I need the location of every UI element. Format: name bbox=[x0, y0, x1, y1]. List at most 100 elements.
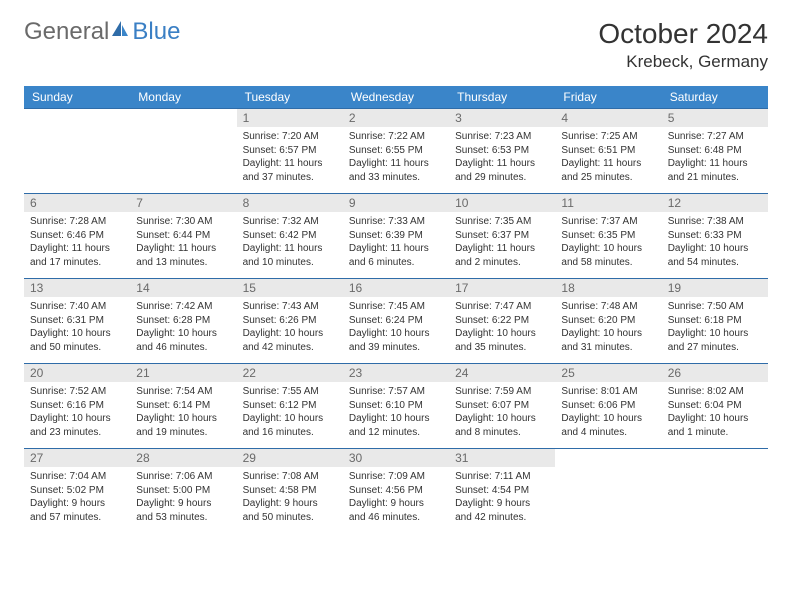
day-details: Sunrise: 7:59 AMSunset: 6:07 PMDaylight:… bbox=[449, 382, 555, 443]
day-details: Sunrise: 7:09 AMSunset: 4:56 PMDaylight:… bbox=[343, 467, 449, 528]
day-number: 2 bbox=[343, 109, 449, 127]
day-number: 30 bbox=[343, 449, 449, 467]
brand-part1: General bbox=[24, 18, 109, 46]
day-number: 9 bbox=[343, 194, 449, 212]
day-details: Sunrise: 8:02 AMSunset: 6:04 PMDaylight:… bbox=[662, 382, 768, 443]
calendar-week-row: 27Sunrise: 7:04 AMSunset: 5:02 PMDayligh… bbox=[24, 449, 768, 534]
calendar-day-cell: 18Sunrise: 7:48 AMSunset: 6:20 PMDayligh… bbox=[555, 279, 661, 364]
day-details: Sunrise: 7:33 AMSunset: 6:39 PMDaylight:… bbox=[343, 212, 449, 273]
day-details: Sunrise: 7:52 AMSunset: 6:16 PMDaylight:… bbox=[24, 382, 130, 443]
day-details: Sunrise: 7:30 AMSunset: 6:44 PMDaylight:… bbox=[130, 212, 236, 273]
day-details: Sunrise: 7:42 AMSunset: 6:28 PMDaylight:… bbox=[130, 297, 236, 358]
day-details: Sunrise: 7:50 AMSunset: 6:18 PMDaylight:… bbox=[662, 297, 768, 358]
day-number: 15 bbox=[237, 279, 343, 297]
calendar-week-row: 6Sunrise: 7:28 AMSunset: 6:46 PMDaylight… bbox=[24, 194, 768, 279]
calendar-day-cell: 25Sunrise: 8:01 AMSunset: 6:06 PMDayligh… bbox=[555, 364, 661, 449]
day-details: Sunrise: 7:22 AMSunset: 6:55 PMDaylight:… bbox=[343, 127, 449, 188]
day-number: 28 bbox=[130, 449, 236, 467]
calendar-day-cell: 20Sunrise: 7:52 AMSunset: 6:16 PMDayligh… bbox=[24, 364, 130, 449]
day-details: Sunrise: 7:55 AMSunset: 6:12 PMDaylight:… bbox=[237, 382, 343, 443]
day-details: Sunrise: 7:35 AMSunset: 6:37 PMDaylight:… bbox=[449, 212, 555, 273]
day-number: 6 bbox=[24, 194, 130, 212]
calendar-day-cell: 8Sunrise: 7:32 AMSunset: 6:42 PMDaylight… bbox=[237, 194, 343, 279]
calendar-day-cell: 21Sunrise: 7:54 AMSunset: 6:14 PMDayligh… bbox=[130, 364, 236, 449]
day-number: 21 bbox=[130, 364, 236, 382]
day-number: 23 bbox=[343, 364, 449, 382]
calendar-day-cell: 16Sunrise: 7:45 AMSunset: 6:24 PMDayligh… bbox=[343, 279, 449, 364]
day-details: Sunrise: 7:08 AMSunset: 4:58 PMDaylight:… bbox=[237, 467, 343, 528]
location: Krebeck, Germany bbox=[598, 52, 768, 72]
calendar-body: ....1Sunrise: 7:20 AMSunset: 6:57 PMDayl… bbox=[24, 109, 768, 534]
day-details: Sunrise: 7:06 AMSunset: 5:00 PMDaylight:… bbox=[130, 467, 236, 528]
day-details: Sunrise: 7:54 AMSunset: 6:14 PMDaylight:… bbox=[130, 382, 236, 443]
calendar-day-cell: .. bbox=[555, 449, 661, 534]
calendar-day-cell: 13Sunrise: 7:40 AMSunset: 6:31 PMDayligh… bbox=[24, 279, 130, 364]
day-number: 22 bbox=[237, 364, 343, 382]
header: General Blue October 2024 Krebeck, Germa… bbox=[24, 18, 768, 72]
day-details: Sunrise: 7:32 AMSunset: 6:42 PMDaylight:… bbox=[237, 212, 343, 273]
day-details: Sunrise: 7:48 AMSunset: 6:20 PMDaylight:… bbox=[555, 297, 661, 358]
calendar-day-cell: 14Sunrise: 7:42 AMSunset: 6:28 PMDayligh… bbox=[130, 279, 236, 364]
day-details: Sunrise: 8:01 AMSunset: 6:06 PMDaylight:… bbox=[555, 382, 661, 443]
calendar-day-cell: 10Sunrise: 7:35 AMSunset: 6:37 PMDayligh… bbox=[449, 194, 555, 279]
day-details: Sunrise: 7:47 AMSunset: 6:22 PMDaylight:… bbox=[449, 297, 555, 358]
calendar-day-cell: .. bbox=[130, 109, 236, 194]
day-number: 7 bbox=[130, 194, 236, 212]
day-number: 1 bbox=[237, 109, 343, 127]
calendar-day-cell: 29Sunrise: 7:08 AMSunset: 4:58 PMDayligh… bbox=[237, 449, 343, 534]
sail-icon bbox=[110, 18, 130, 46]
calendar-week-row: ....1Sunrise: 7:20 AMSunset: 6:57 PMDayl… bbox=[24, 109, 768, 194]
day-details: Sunrise: 7:25 AMSunset: 6:51 PMDaylight:… bbox=[555, 127, 661, 188]
day-number: 5 bbox=[662, 109, 768, 127]
day-details: Sunrise: 7:28 AMSunset: 6:46 PMDaylight:… bbox=[24, 212, 130, 273]
day-number: 13 bbox=[24, 279, 130, 297]
day-number: 3 bbox=[449, 109, 555, 127]
calendar-day-cell: 19Sunrise: 7:50 AMSunset: 6:18 PMDayligh… bbox=[662, 279, 768, 364]
calendar-day-cell: 17Sunrise: 7:47 AMSunset: 6:22 PMDayligh… bbox=[449, 279, 555, 364]
brand-logo: General Blue bbox=[24, 18, 180, 46]
calendar-day-cell: .. bbox=[662, 449, 768, 534]
calendar-day-cell: 30Sunrise: 7:09 AMSunset: 4:56 PMDayligh… bbox=[343, 449, 449, 534]
weekday-header: Friday bbox=[555, 86, 661, 109]
day-details: Sunrise: 7:11 AMSunset: 4:54 PMDaylight:… bbox=[449, 467, 555, 528]
day-details: Sunrise: 7:37 AMSunset: 6:35 PMDaylight:… bbox=[555, 212, 661, 273]
day-number: 4 bbox=[555, 109, 661, 127]
calendar-week-row: 20Sunrise: 7:52 AMSunset: 6:16 PMDayligh… bbox=[24, 364, 768, 449]
calendar-day-cell: 27Sunrise: 7:04 AMSunset: 5:02 PMDayligh… bbox=[24, 449, 130, 534]
calendar-day-cell: 1Sunrise: 7:20 AMSunset: 6:57 PMDaylight… bbox=[237, 109, 343, 194]
weekday-header: Monday bbox=[130, 86, 236, 109]
calendar-day-cell: 22Sunrise: 7:55 AMSunset: 6:12 PMDayligh… bbox=[237, 364, 343, 449]
weekday-header: Tuesday bbox=[237, 86, 343, 109]
day-details: Sunrise: 7:43 AMSunset: 6:26 PMDaylight:… bbox=[237, 297, 343, 358]
calendar-day-cell: 24Sunrise: 7:59 AMSunset: 6:07 PMDayligh… bbox=[449, 364, 555, 449]
calendar-day-cell: 6Sunrise: 7:28 AMSunset: 6:46 PMDaylight… bbox=[24, 194, 130, 279]
day-details: Sunrise: 7:45 AMSunset: 6:24 PMDaylight:… bbox=[343, 297, 449, 358]
day-number: 19 bbox=[662, 279, 768, 297]
day-details: Sunrise: 7:20 AMSunset: 6:57 PMDaylight:… bbox=[237, 127, 343, 188]
calendar-day-cell: 2Sunrise: 7:22 AMSunset: 6:55 PMDaylight… bbox=[343, 109, 449, 194]
day-number: 18 bbox=[555, 279, 661, 297]
calendar-header-row: SundayMondayTuesdayWednesdayThursdayFrid… bbox=[24, 86, 768, 109]
calendar-day-cell: 11Sunrise: 7:37 AMSunset: 6:35 PMDayligh… bbox=[555, 194, 661, 279]
day-details: Sunrise: 7:38 AMSunset: 6:33 PMDaylight:… bbox=[662, 212, 768, 273]
weekday-header: Wednesday bbox=[343, 86, 449, 109]
day-number: 31 bbox=[449, 449, 555, 467]
day-number: 14 bbox=[130, 279, 236, 297]
day-number: 16 bbox=[343, 279, 449, 297]
calendar-day-cell: 3Sunrise: 7:23 AMSunset: 6:53 PMDaylight… bbox=[449, 109, 555, 194]
day-details: Sunrise: 7:57 AMSunset: 6:10 PMDaylight:… bbox=[343, 382, 449, 443]
day-number: 29 bbox=[237, 449, 343, 467]
weekday-header: Saturday bbox=[662, 86, 768, 109]
day-details: Sunrise: 7:23 AMSunset: 6:53 PMDaylight:… bbox=[449, 127, 555, 188]
day-number: 25 bbox=[555, 364, 661, 382]
day-number: 17 bbox=[449, 279, 555, 297]
weekday-header: Thursday bbox=[449, 86, 555, 109]
day-details: Sunrise: 7:40 AMSunset: 6:31 PMDaylight:… bbox=[24, 297, 130, 358]
calendar-day-cell: 9Sunrise: 7:33 AMSunset: 6:39 PMDaylight… bbox=[343, 194, 449, 279]
day-details: Sunrise: 7:04 AMSunset: 5:02 PMDaylight:… bbox=[24, 467, 130, 528]
calendar-day-cell: .. bbox=[24, 109, 130, 194]
calendar-day-cell: 15Sunrise: 7:43 AMSunset: 6:26 PMDayligh… bbox=[237, 279, 343, 364]
weekday-header: Sunday bbox=[24, 86, 130, 109]
day-number: 8 bbox=[237, 194, 343, 212]
month-title: October 2024 bbox=[598, 18, 768, 50]
